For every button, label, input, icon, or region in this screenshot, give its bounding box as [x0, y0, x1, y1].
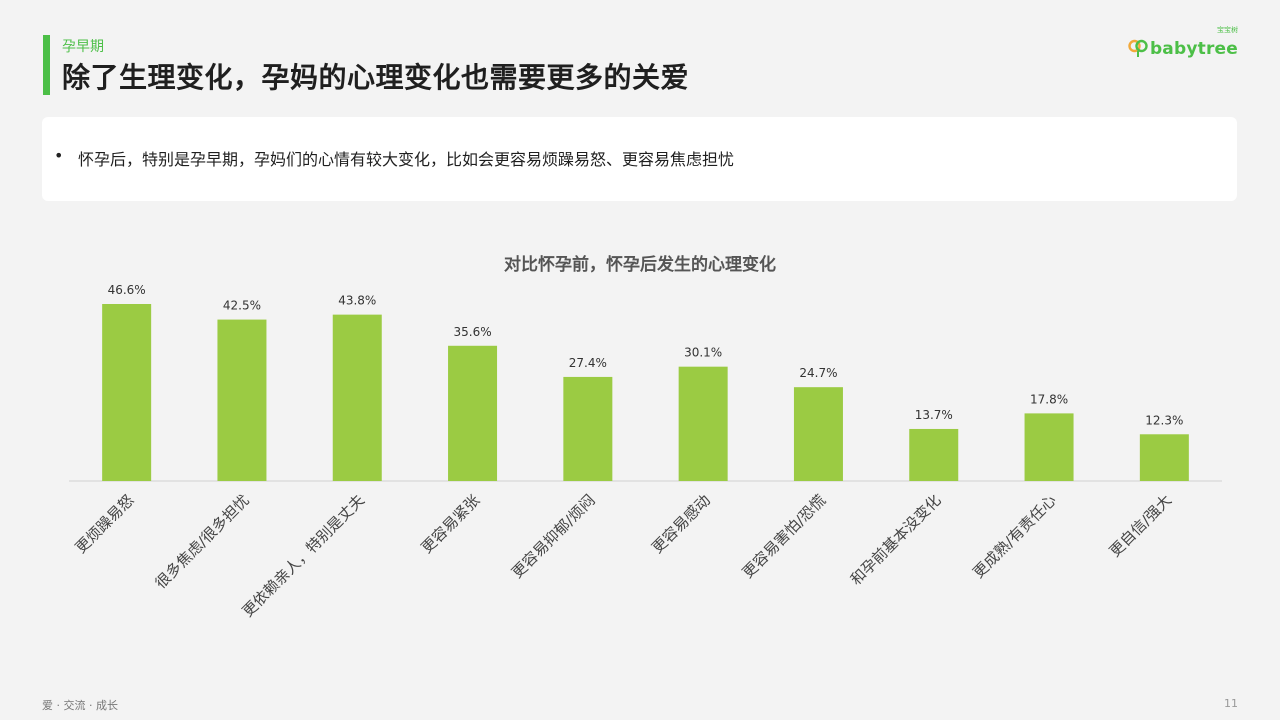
page-number: 11 — [1224, 697, 1238, 710]
data-label: 13.7% — [915, 408, 953, 422]
summary-text: 怀孕后，特别是孕早期，孕妈们的心情有较大变化，比如会更容易烦躁易怒、更容易焦虑担… — [78, 150, 735, 169]
summary-box: • 怀孕后，特别是孕早期，孕妈们的心情有较大变化，比如会更容易烦躁易怒、更容易焦… — [42, 117, 1237, 201]
bullet-marker: • — [54, 146, 64, 165]
title-accent-bar — [43, 35, 50, 95]
babytree-logo: 宝宝树 babytree — [1128, 26, 1238, 59]
bar — [909, 428, 959, 481]
chart-title: 对比怀孕前，怀孕后发生的心理变化 — [504, 255, 776, 275]
bar — [217, 319, 267, 481]
category-label: 更容易紧张 — [418, 491, 484, 557]
page-title: 除了生理变化，孕妈的心理变化也需要更多的关爱 — [62, 61, 690, 94]
data-label: 35.6% — [453, 325, 491, 339]
category-label: 和孕前基本没变化 — [847, 491, 945, 589]
bar — [563, 376, 613, 481]
logo-subtext: 宝宝树 — [1217, 26, 1238, 34]
data-label: 46.6% — [108, 283, 146, 297]
category-label: 更容易感动 — [648, 491, 714, 557]
category-label: 更容易抑郁/烦闷 — [508, 491, 599, 582]
bar — [678, 366, 728, 481]
bar — [332, 314, 382, 481]
section-label: 孕早期 — [62, 39, 104, 55]
data-label: 27.4% — [569, 356, 607, 370]
bar — [1139, 434, 1189, 481]
bar — [102, 304, 152, 481]
data-label: 24.7% — [799, 366, 837, 380]
footer-slogan: 爱 · 交流 · 成长 — [42, 699, 118, 712]
category-label: 更容易害怕/恐慌 — [739, 491, 830, 582]
category-label: 很多焦虑/很多担忧 — [152, 491, 253, 592]
logo-text: babytree — [1149, 39, 1238, 59]
data-label: 43.8% — [338, 294, 376, 308]
bar — [448, 345, 498, 481]
category-label: 更依赖亲人，特别是丈夫 — [239, 491, 368, 620]
data-label: 30.1% — [684, 346, 722, 360]
babytree-logo-icon — [1128, 39, 1148, 57]
category-label: 更自信/强大 — [1106, 491, 1175, 560]
data-label: 17.8% — [1030, 392, 1068, 406]
data-label: 42.5% — [223, 299, 261, 313]
bar — [1024, 413, 1074, 481]
bar — [793, 387, 843, 481]
category-label: 更烦躁易怒 — [72, 491, 138, 557]
data-label: 12.3% — [1145, 413, 1183, 427]
category-label: 更成熟/有责任心 — [969, 491, 1060, 582]
